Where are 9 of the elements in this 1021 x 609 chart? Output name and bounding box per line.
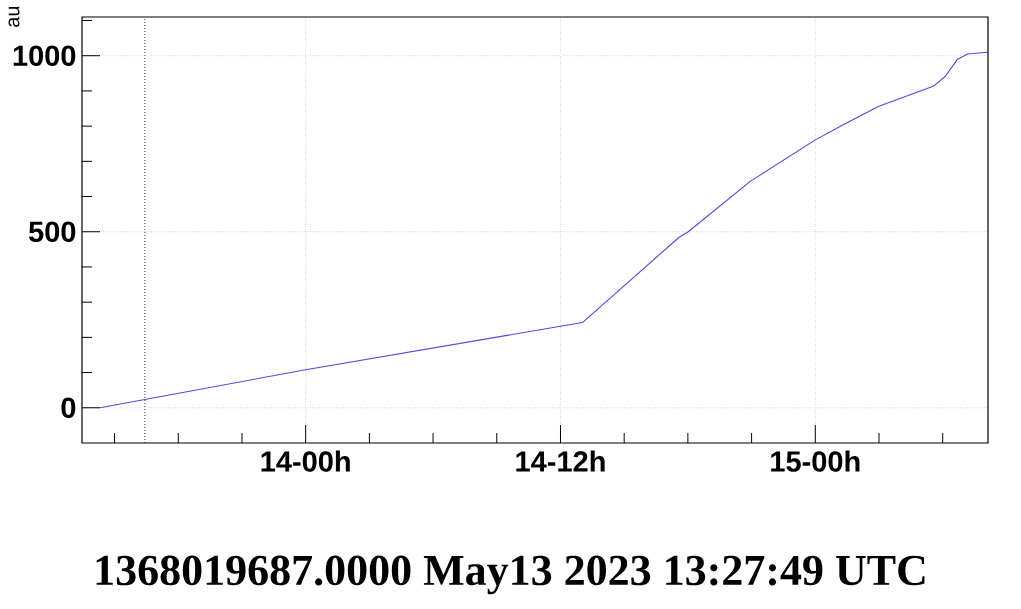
x-tick-label: 14-12h [516, 450, 605, 472]
y-tick-label: 1000 [13, 45, 76, 66]
y-tick-label: 0 [61, 397, 76, 419]
text: 1368019687.0000 May13 2023 13:27:49 UTC [96, 555, 925, 595]
y-tick-label: 500 [28, 221, 76, 243]
y-axis-title: au [8, 6, 20, 27]
x-tick-label: 15-00h [771, 450, 860, 472]
x-tick-label: 14-00h [261, 450, 350, 472]
line-series [99, 51, 988, 409]
